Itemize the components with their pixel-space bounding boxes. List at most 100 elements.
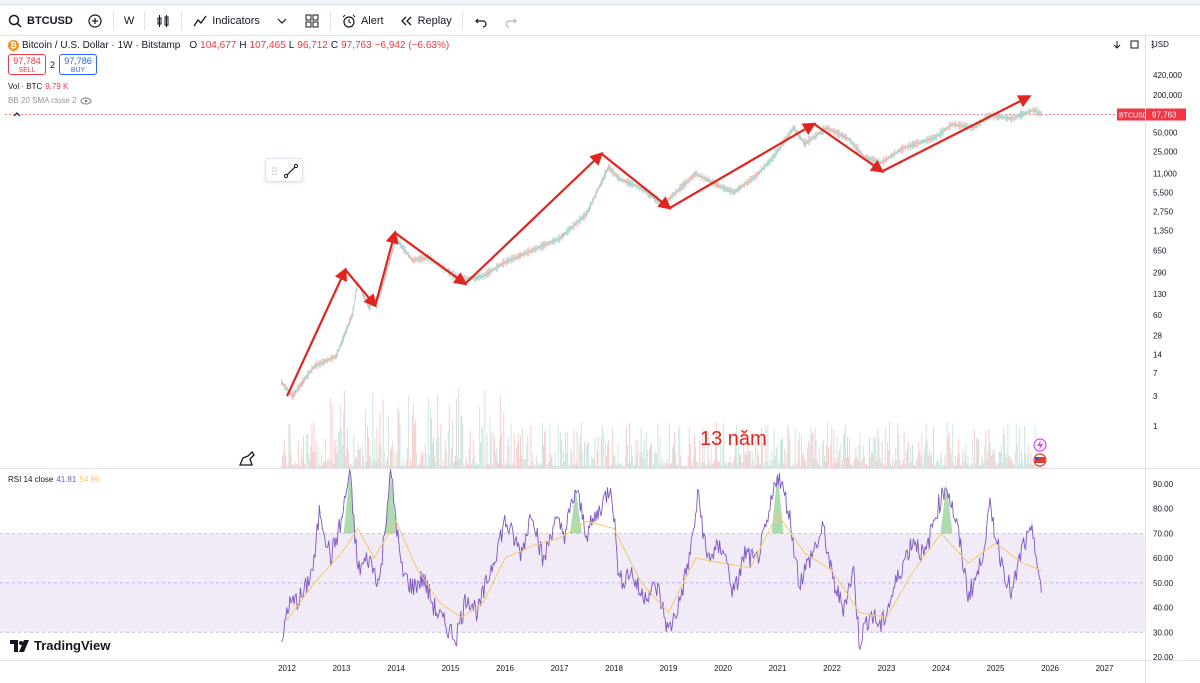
buy-button[interactable]: 97,786 BUY	[59, 54, 98, 75]
time-tick-label: 2017	[551, 664, 569, 673]
trend-arrow[interactable]	[344, 268, 377, 308]
indicators-icon	[193, 15, 207, 26]
alert-button[interactable]: Alert	[334, 8, 391, 34]
price-tick-label: 60	[1153, 311, 1162, 320]
rsi-tick-label: 90.00	[1153, 480, 1174, 489]
symbol-search[interactable]: BTCUSD	[0, 8, 80, 34]
arrow-down-icon[interactable]	[1113, 40, 1121, 49]
sell-button[interactable]: 97,784 SELL	[8, 54, 46, 75]
trend-arrow[interactable]	[464, 151, 604, 285]
trend-arrow[interactable]	[600, 152, 672, 210]
volume-label: Vol · BTC	[8, 82, 43, 91]
undo-icon	[474, 18, 487, 28]
price-tick-label: 50,000	[1153, 129, 1178, 138]
chart-type-button[interactable]	[148, 8, 178, 34]
redo-icon	[505, 18, 517, 28]
indicators-button[interactable]: Indicators	[185, 8, 267, 34]
time-tick-label: 2012	[278, 664, 296, 673]
compare-button[interactable]	[80, 8, 110, 34]
time-tick-label: 2016	[496, 664, 514, 673]
tradingview-logo-icon	[10, 639, 29, 652]
replay-button[interactable]: Replay	[391, 8, 459, 34]
toolbar-divider	[461, 11, 463, 30]
time-axis[interactable]: 2012 2013 2014 2015 2016 2017 2018 2019 2020 2021…	[278, 664, 1114, 673]
trend-arrow[interactable]	[669, 122, 817, 210]
tradingview-logo[interactable]: TradingView	[10, 638, 110, 653]
interval-button[interactable]: W	[117, 8, 141, 34]
rsi-overbought-fill	[384, 469, 397, 534]
buy-price: 97,786	[64, 56, 92, 66]
candles-icon	[157, 14, 169, 27]
price-tick-label: 420,000	[1153, 71, 1182, 80]
lightning-event-icon[interactable]	[1033, 438, 1047, 452]
open-label: O	[189, 40, 198, 51]
price-tag-value-bg	[1146, 108, 1186, 121]
time-tick-label: 2022	[823, 664, 841, 673]
bb-legend: BB 20 SMA close 2	[8, 96, 92, 105]
rsi-tick-label: 80.00	[1153, 505, 1174, 514]
window-top-strip	[0, 0, 1200, 5]
volume-legend: Vol · BTC 9.79 K	[8, 82, 68, 91]
more-dots-icon[interactable]	[1148, 40, 1157, 49]
sell-price: 97,784	[13, 56, 41, 66]
collapse-legend-button[interactable]	[12, 110, 22, 120]
price-line	[281, 109, 1042, 397]
drawing-toolbar[interactable]	[265, 158, 303, 182]
undo-button[interactable]	[466, 8, 496, 34]
chevron-down-icon	[277, 18, 287, 24]
currency-selector[interactable]: USD	[1152, 40, 1169, 49]
price-tick-label: 5,500	[1153, 189, 1174, 198]
legend-title: Bitcoin / U.S. Dollar · 1W · Bitstamp	[22, 40, 181, 51]
search-icon	[8, 14, 22, 28]
price-series	[281, 105, 1042, 401]
price-pane	[0, 36, 1200, 683]
high-value: 107,465	[249, 40, 286, 51]
rsi-tick-label: 50.00	[1153, 579, 1174, 588]
spread-value: 2	[50, 59, 56, 70]
chart-icons	[239, 438, 1047, 467]
pane-controls	[1113, 40, 1157, 49]
rsi-line	[281, 469, 1042, 651]
rsi-overbought-fill	[940, 484, 953, 534]
trend-arrow[interactable]	[813, 123, 885, 173]
eye-icon[interactable]	[80, 97, 92, 105]
rsi-overbought-fill	[343, 471, 356, 534]
price-axis[interactable]: 420,000200,000100,00050,00025,00011,0005…	[1153, 71, 1182, 431]
rsi-ma-value: 54.96	[79, 475, 100, 484]
indicator-templates-button[interactable]	[267, 8, 297, 34]
trend-arrow[interactable]	[394, 231, 468, 286]
time-tick-label: 2013	[333, 664, 351, 673]
maximize-icon[interactable]	[1130, 40, 1139, 49]
bitcoin-logo-icon: ₿	[8, 40, 19, 51]
trend-arrow[interactable]	[881, 95, 1032, 173]
trend-arrow[interactable]	[374, 230, 399, 306]
time-tick-label: 2018	[605, 664, 623, 673]
price-tick-label: 3	[1153, 392, 1158, 401]
replay-label: Replay	[417, 14, 452, 27]
rsi-tick-label: 20.00	[1153, 653, 1174, 662]
rsi-pane	[0, 469, 1145, 651]
interval-label: W	[123, 14, 135, 27]
toolbar-divider	[181, 11, 183, 30]
rsi-tick-label: 30.00	[1153, 628, 1174, 637]
price-tick-label: 25,000	[1153, 147, 1178, 156]
price-tick-label: 28	[1153, 332, 1162, 341]
low-value: 96,712	[297, 40, 328, 51]
redo-button[interactable]	[496, 8, 526, 34]
brand-label: TradingView	[34, 638, 111, 653]
price-tag-value: 97,763	[1152, 111, 1177, 120]
time-tick-label: 2026	[1041, 664, 1059, 673]
price-tick-label: 11,000	[1153, 170, 1177, 179]
rewind-icon	[400, 16, 412, 25]
price-tick-label: 2,750	[1153, 207, 1174, 216]
price-tick-label: 7	[1153, 369, 1158, 378]
rsi-tick-label: 60.00	[1153, 554, 1174, 563]
price-tick-label: 1	[1153, 422, 1158, 431]
us-flag-event-icon[interactable]	[1033, 453, 1047, 467]
trend-arrow[interactable]	[286, 267, 347, 397]
trendline-tool-icon[interactable]	[266, 159, 304, 183]
time-tick-label: 2023	[878, 664, 896, 673]
rsi-axis[interactable]: 90.00 80.00 70.00 60.00 50.00 40.00 30.00 20.00	[1153, 480, 1174, 662]
layout-button[interactable]	[297, 8, 327, 34]
